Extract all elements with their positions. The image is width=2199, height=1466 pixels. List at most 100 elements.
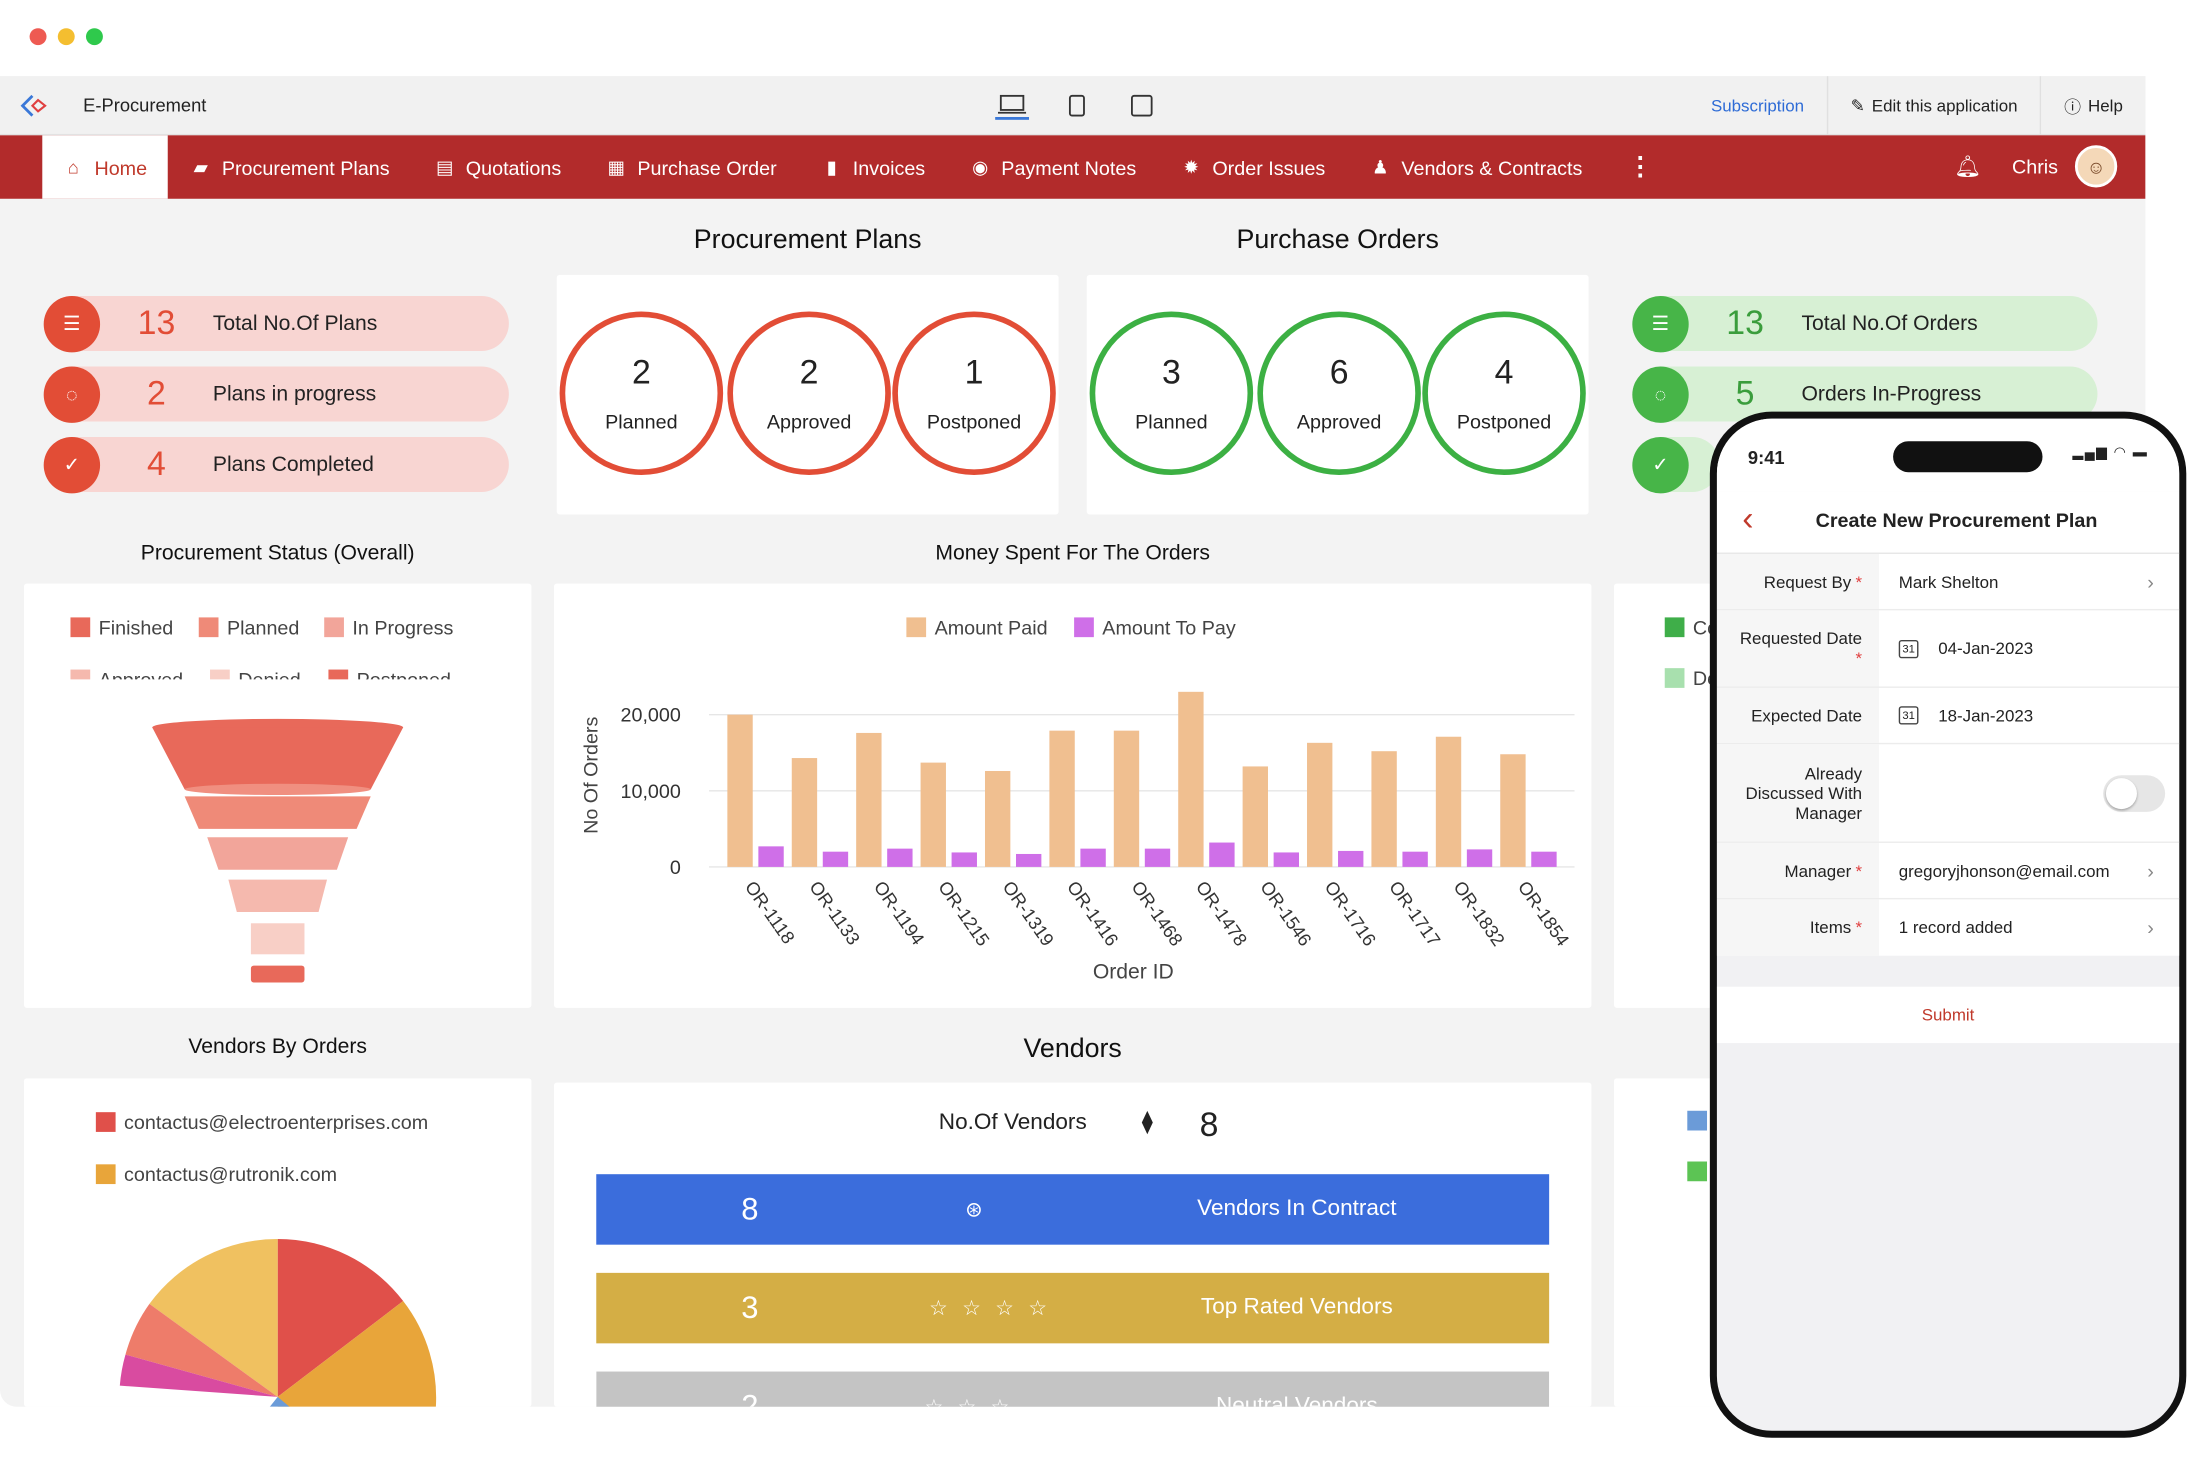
avatar[interactable]: ☺	[2074, 145, 2118, 188]
neutral-vendors-bar[interactable]: 2 ☆☆☆ Neutral Vendors	[596, 1371, 1550, 1407]
funnel-stage-planned[interactable]	[184, 796, 371, 829]
tab-invoices[interactable]: ▮ Invoices	[799, 135, 948, 198]
legend-postponed[interactable]: Postponed	[328, 668, 451, 680]
bar-amount-paid[interactable]	[1049, 730, 1075, 867]
bar-amount-paid[interactable]	[727, 714, 753, 867]
bar-amount-to-pay[interactable]	[1402, 851, 1428, 867]
legend-in-progress[interactable]: In Progress	[324, 616, 453, 639]
plans-in-progress-stat[interactable]: ◌ 2 Plans in progress	[43, 365, 509, 423]
discussed-toggle[interactable]	[2103, 774, 2166, 812]
notification-bell-icon[interactable]: 🔔︎	[1954, 155, 1981, 180]
pie-slice[interactable]	[125, 1303, 278, 1397]
ring-postponed[interactable]: 1 Postponed	[892, 311, 1056, 476]
bar-amount-paid[interactable]	[1178, 691, 1204, 867]
vendors-in-contract-bar[interactable]: 8 ⊛ Vendors In Contract	[596, 1174, 1550, 1245]
tab-vendors-contracts[interactable]: ♟ Vendors & Contracts	[1348, 135, 1605, 198]
edit-application-button[interactable]: ✎ Edit this application	[1826, 76, 2041, 136]
bar-amount-to-pay[interactable]	[951, 852, 977, 867]
help-button[interactable]: ⓘ Help	[2040, 76, 2145, 136]
bar-amount-to-pay[interactable]	[1531, 851, 1557, 867]
app-logo-icon[interactable]	[20, 93, 48, 118]
pie-slice[interactable]	[119, 1354, 278, 1397]
legend-finished[interactable]: Finished	[70, 616, 173, 639]
legend-amount-paid[interactable]: Amount Paid	[906, 615, 1048, 639]
funnel-stage-approved[interactable]	[228, 879, 328, 913]
bar-amount-paid[interactable]	[856, 732, 882, 867]
more-menu-icon[interactable]: ⋮	[1627, 152, 1653, 181]
dynamic-island	[1893, 441, 2043, 473]
pie-slice[interactable]	[277, 1239, 404, 1397]
invoices-icon: ▮	[826, 155, 837, 177]
bar-amount-to-pay[interactable]	[1466, 849, 1493, 867]
subscription-link[interactable]: Subscription	[1710, 95, 1805, 116]
bar-amount-paid[interactable]	[1435, 736, 1462, 867]
user-name[interactable]: Chris	[2011, 155, 2059, 178]
submit-button[interactable]: Submit	[1716, 986, 2180, 1044]
bar-amount-to-pay[interactable]	[758, 846, 784, 867]
bar-amount-paid[interactable]	[1500, 754, 1526, 867]
legend-label: Amount Paid	[934, 615, 1048, 639]
orders-completed-stat[interactable]: ✓	[1632, 436, 1720, 493]
tab-payment-notes[interactable]: ◉ Payment Notes	[948, 135, 1159, 198]
funnel-stage-postponed[interactable]	[250, 965, 305, 983]
bar-amount-to-pay[interactable]	[1080, 848, 1106, 867]
total-orders-stat[interactable]: ☰ 13 Total No.Of Orders	[1632, 295, 2098, 352]
maximize-window-icon[interactable]	[85, 28, 103, 46]
request-by-field[interactable]: Request By * Mark Shelton ›	[1716, 553, 2180, 611]
ring-approved[interactable]: 2 Approved	[727, 311, 891, 476]
funnel-stage-denied[interactable]	[250, 923, 305, 955]
bar-amount-paid[interactable]	[1371, 751, 1397, 867]
procurement-rings-card: 2 Planned 2 Approved 1 Postponed	[556, 274, 1059, 515]
bar-amount-to-pay[interactable]	[1338, 850, 1364, 867]
bar-amount-to-pay[interactable]	[1209, 842, 1235, 867]
tab-quotations[interactable]: ▤ Quotations	[412, 135, 584, 198]
bar-value: 8	[741, 1191, 759, 1227]
funnel-stage-in-progress[interactable]	[207, 837, 349, 870]
vendors-card: No.Of Vendors ⧫ 8	[553, 1082, 1592, 1407]
legend-approved[interactable]: Approved	[70, 668, 183, 680]
desktop-view-icon[interactable]	[995, 92, 1030, 120]
tab-procurement-plans[interactable]: ▰ Procurement Plans	[168, 135, 412, 198]
bar-amount-paid[interactable]	[1307, 742, 1333, 867]
ring-postponed[interactable]: 4 Postponed	[1422, 311, 1586, 476]
ring-planned[interactable]: 2 Planned	[559, 311, 724, 476]
bar-amount-paid[interactable]	[1113, 730, 1140, 867]
bar-amount-to-pay[interactable]	[1015, 853, 1042, 867]
bar-amount-to-pay[interactable]	[887, 848, 913, 867]
expected-date-field[interactable]: Expected Date 31 18-Jan-2023	[1716, 687, 2180, 745]
requested-date-field[interactable]: Requested Date * 31 04-Jan-2023	[1716, 610, 2180, 688]
legend-planned[interactable]: Planned	[198, 616, 299, 639]
funnel-stage-finished[interactable]	[152, 727, 404, 790]
minimize-window-icon[interactable]	[57, 28, 75, 46]
legend-denied[interactable]: Denied	[210, 668, 301, 680]
tab-home[interactable]: ⌂ Home	[42, 135, 169, 199]
manager-field[interactable]: Manager * gregoryjhonson@email.com ›	[1716, 842, 2180, 900]
legend-amount-to-pay[interactable]: Amount To Pay	[1074, 616, 1236, 639]
tab-purchase-order[interactable]: ▦ Purchase Order	[584, 135, 799, 198]
items-field[interactable]: Items * 1 record added ›	[1716, 899, 2179, 956]
legend-electro[interactable]: contactus@electroenterprises.com	[95, 1111, 428, 1133]
bar-amount-paid[interactable]	[791, 758, 818, 867]
bar-amount-paid[interactable]	[984, 770, 1011, 867]
ring-value: 6	[1329, 353, 1349, 392]
tab-order-issues[interactable]: ✹ Order Issues	[1159, 135, 1348, 198]
top-rated-vendors-bar[interactable]: 3 ☆☆☆☆ Top Rated Vendors	[596, 1272, 1550, 1344]
bar-amount-to-pay[interactable]	[1144, 848, 1171, 867]
pie-slice[interactable]	[277, 1301, 437, 1407]
total-plans-stat[interactable]: ☰ 13 Total No.Of Plans	[43, 295, 509, 352]
bar-amount-paid[interactable]	[920, 762, 946, 867]
mobile-view-icon[interactable]	[1125, 92, 1159, 120]
tablet-view-icon[interactable]	[1060, 92, 1094, 120]
ring-approved[interactable]: 6 Approved	[1257, 311, 1421, 476]
bar-amount-to-pay[interactable]	[1273, 852, 1300, 867]
ring-planned[interactable]: 3 Planned	[1089, 311, 1254, 476]
star-icon: ☆☆☆	[904, 1394, 1045, 1407]
bar-amount-to-pay[interactable]	[822, 851, 849, 867]
back-chevron-icon[interactable]: ‹	[1742, 500, 1754, 539]
procurement-status-title: Procurement Status (Overall)	[140, 541, 415, 566]
plans-completed-stat[interactable]: ✓ 4 Plans Completed	[43, 436, 509, 493]
legend-rutronik[interactable]: contactus@rutronik.com	[95, 1163, 337, 1185]
close-window-icon[interactable]	[29, 28, 47, 46]
bar-amount-paid[interactable]	[1242, 766, 1268, 867]
pie-slice[interactable]	[149, 1239, 278, 1397]
